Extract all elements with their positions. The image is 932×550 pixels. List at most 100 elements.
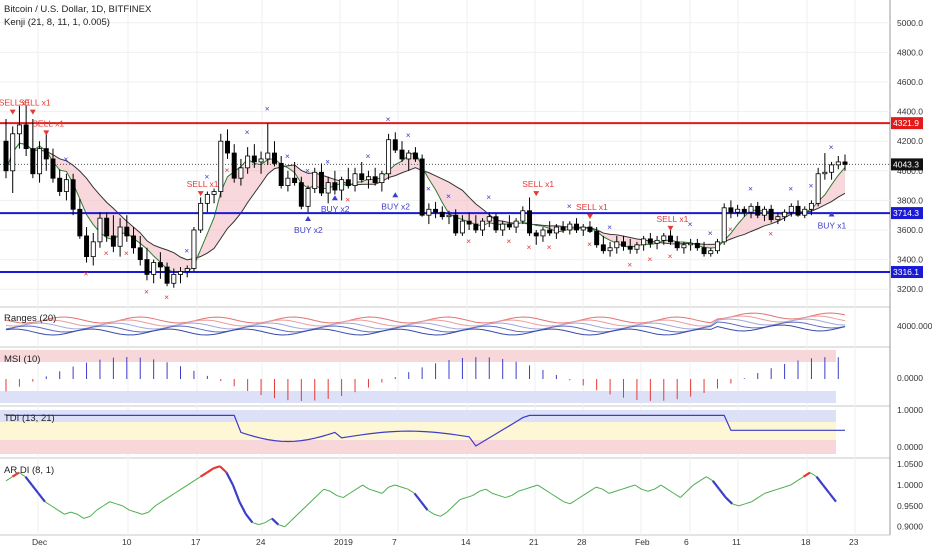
candle-body xyxy=(775,216,781,221)
ardi-segment xyxy=(342,492,350,498)
tdi-line xyxy=(6,414,845,447)
candle-body xyxy=(90,241,96,258)
tdi-pane-label[interactable]: TDI (13, 21) xyxy=(4,413,55,424)
candle-body xyxy=(10,133,16,172)
tdi-upper-band xyxy=(0,410,836,422)
ardi-segment xyxy=(660,484,668,490)
msi-upper-band xyxy=(0,350,836,362)
candle-body xyxy=(184,268,190,272)
ardi-segment xyxy=(802,471,811,478)
ardi-segment xyxy=(258,522,266,526)
ardi-segment xyxy=(718,488,727,499)
ardi-segment xyxy=(815,476,824,486)
candle-body xyxy=(520,210,526,222)
candle-body xyxy=(211,191,217,195)
ardi-segment xyxy=(433,513,441,517)
candle-body xyxy=(204,194,210,204)
level-badge xyxy=(891,207,923,220)
indicator-legend[interactable]: Kenji (21, 8, 11, 1, 0.005) xyxy=(4,17,110,28)
ardi-segment xyxy=(745,501,752,505)
candle-body xyxy=(600,244,606,252)
candle-body xyxy=(654,239,660,244)
candle-body xyxy=(553,226,559,234)
candle-body xyxy=(688,242,694,246)
candle-body xyxy=(16,124,22,135)
tdi-tick-label: 0.0000 xyxy=(897,442,923,452)
candle-body xyxy=(808,202,814,210)
candle-body xyxy=(144,259,150,275)
ardi-segment xyxy=(453,499,461,507)
price-tick-label: 3200.0 xyxy=(897,284,923,294)
ardi-segment xyxy=(142,511,149,515)
sell-x-marker: × xyxy=(104,248,109,258)
ardi-segment xyxy=(368,488,376,492)
ardi-segment xyxy=(11,471,20,478)
buy-arrow xyxy=(331,195,338,201)
candle-body xyxy=(23,124,29,149)
sell-signal-label: SELL x1 xyxy=(19,98,51,108)
ardi-segment xyxy=(174,488,182,494)
last-price-label: 4043.3 xyxy=(893,159,919,169)
ardi-segment xyxy=(199,471,208,478)
ardi-segment xyxy=(479,488,486,492)
ardi-segment xyxy=(673,492,681,498)
ardi-segment xyxy=(303,501,312,509)
ardi-segment xyxy=(102,501,111,507)
ardi-segment xyxy=(225,472,234,486)
ardi-segment xyxy=(413,492,422,503)
candle-body xyxy=(708,250,714,255)
ardi-segment xyxy=(589,486,597,492)
chart-title: Bitcoin / U.S. Dollar, 1D, BITFINEX xyxy=(4,4,152,15)
candle-body xyxy=(225,140,230,154)
ardi-pane-label[interactable]: AR DI (8, 1) xyxy=(4,465,55,476)
sell-arrow xyxy=(43,130,50,136)
sell-x-marker: × xyxy=(728,224,733,234)
ardi-segment xyxy=(394,484,402,488)
candle-body xyxy=(466,220,472,225)
candle-body xyxy=(191,229,197,269)
candle-body xyxy=(386,139,392,175)
buy-x-marker: × xyxy=(184,246,189,256)
buy-x-marker: × xyxy=(688,219,693,229)
msi-pane-label[interactable]: MSI (10) xyxy=(4,354,41,365)
ardi-segment xyxy=(213,465,221,470)
candle-body xyxy=(621,241,626,247)
sell-arrow xyxy=(197,191,204,197)
ardi-segment xyxy=(297,507,305,515)
ardi-tick-label: 1.0500 xyxy=(897,459,923,469)
ardi-segment xyxy=(459,497,467,501)
ardi-segment xyxy=(252,522,260,526)
candle-body xyxy=(70,179,76,210)
candle-body xyxy=(406,152,412,160)
x-axis-label: 21 xyxy=(529,537,539,547)
candle-body xyxy=(63,179,69,192)
sell-x-marker: × xyxy=(627,260,632,270)
buy-arrow xyxy=(392,192,399,198)
ardi-segment xyxy=(550,492,558,498)
ardi-segment xyxy=(725,496,734,505)
sell-signal-label: SELL x1 xyxy=(32,118,64,128)
ardi-segment xyxy=(757,492,765,498)
candle-body xyxy=(265,152,271,160)
candle-body xyxy=(822,171,828,175)
candle-body xyxy=(473,223,479,231)
candle-body xyxy=(614,241,620,249)
candle-body xyxy=(815,173,821,204)
price-tick-label: 4800.0 xyxy=(897,47,923,57)
ardi-segment xyxy=(64,511,71,515)
ardi-segment xyxy=(537,484,545,490)
x-axis-label: Feb xyxy=(635,537,650,547)
ardi-segment xyxy=(329,490,337,496)
buy-x-marker: × xyxy=(325,157,330,167)
candle-body xyxy=(399,149,405,160)
buy-x-marker: × xyxy=(204,172,209,182)
ardi-segment xyxy=(738,503,746,507)
candle-body xyxy=(104,217,110,237)
level-badge xyxy=(891,117,923,130)
ranges-pane-label[interactable]: Ranges (20) xyxy=(4,313,57,324)
ardi-segment xyxy=(161,497,169,503)
candle-body xyxy=(540,229,546,237)
candle-body xyxy=(641,238,647,246)
buy-signal-label: BUY x2 xyxy=(381,201,410,211)
